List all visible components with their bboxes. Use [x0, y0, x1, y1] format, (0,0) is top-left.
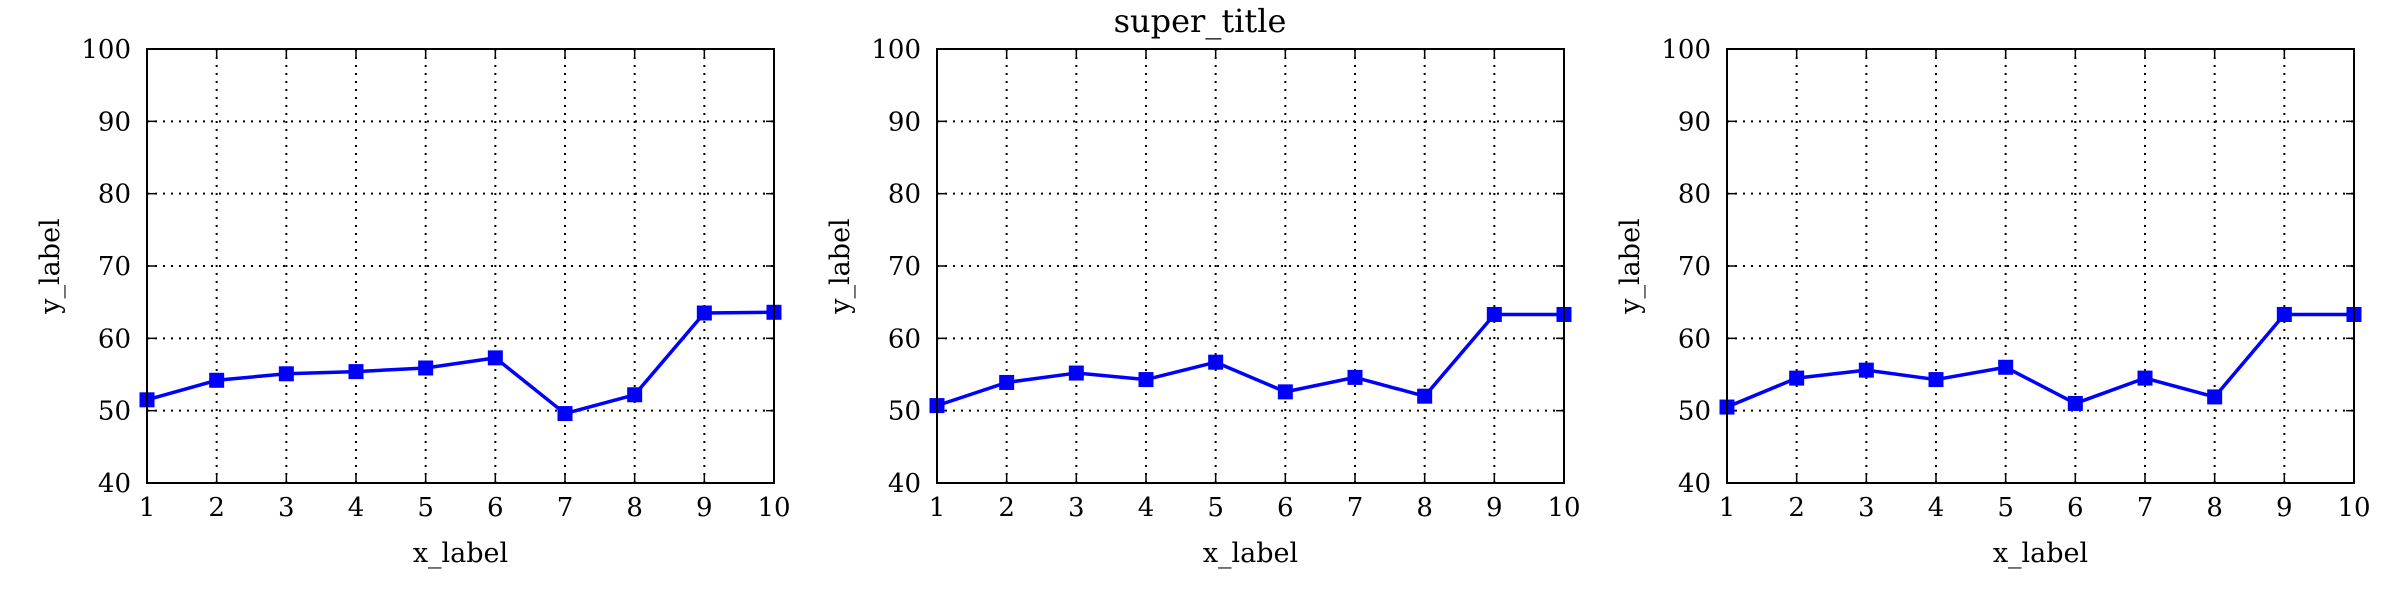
y-tick-label: 100 — [1661, 35, 1711, 65]
x-tick-label: 10 — [757, 493, 790, 523]
plot-frame — [936, 48, 1565, 484]
y-tick-label: 80 — [98, 180, 131, 210]
y-tick-label: 50 — [1678, 397, 1711, 427]
data-point-marker — [557, 406, 573, 422]
y-tick-label: 100 — [81, 35, 131, 65]
x-tick-label: 7 — [1347, 493, 1364, 523]
x-tick-label: 2 — [208, 493, 225, 523]
data-point-marker — [487, 350, 503, 366]
data-point-marker — [2276, 306, 2292, 322]
data-point-marker — [418, 360, 434, 376]
data-point-marker — [2067, 395, 2083, 411]
data-point-marker — [1789, 370, 1805, 386]
y-tick-label: 80 — [1678, 180, 1711, 210]
data-point-marker — [1068, 365, 1084, 381]
x-axis-label: x_label — [1203, 538, 1298, 569]
y-tick-label: 70 — [98, 252, 131, 282]
plot-frame — [1726, 48, 2355, 484]
data-point-marker — [1417, 388, 1433, 404]
y-tick-label: 70 — [888, 252, 921, 282]
data-point-marker — [1928, 372, 1944, 388]
data-point-marker — [1208, 354, 1224, 370]
x-axis-label: x_label — [413, 538, 508, 569]
x-tick-label: 10 — [1547, 493, 1580, 523]
data-point-marker — [348, 364, 364, 380]
series-line — [146, 310, 775, 416]
y-tick-label: 90 — [888, 107, 921, 137]
data-point-marker — [1858, 362, 1874, 378]
x-tick-label: 7 — [557, 493, 574, 523]
x-tick-label: 5 — [1207, 493, 1224, 523]
x-axis-label: x_label — [1993, 538, 2088, 569]
x-tick-label: 9 — [696, 493, 713, 523]
data-point-marker — [696, 305, 712, 321]
x-tick-label: 9 — [1486, 493, 1503, 523]
data-point-marker — [209, 372, 225, 388]
data-point-marker — [1347, 369, 1363, 385]
subplot-3: 1 2 3 4 5 6 7 8 9 10 40 50 60 70 80 90 100 x_label y_label — [1615, 35, 2371, 569]
x-tick-label: 1 — [1719, 493, 1736, 523]
y-tick-label: 40 — [888, 469, 921, 499]
y-tick-label: 90 — [1678, 107, 1711, 137]
subplot-2: 1 2 3 4 5 6 7 8 9 10 40 50 60 70 80 90 100 x_label y_label — [825, 35, 1581, 569]
y-tick-label: 40 — [1678, 469, 1711, 499]
x-tick-label: 3 — [1068, 493, 1085, 523]
y-axis-label: y_label — [825, 218, 856, 314]
data-point-marker — [627, 387, 643, 403]
y-tick-label: 50 — [888, 397, 921, 427]
x-tick-label: 7 — [2137, 493, 2154, 523]
x-tick-label: 8 — [2206, 493, 2223, 523]
y-tick-label: 100 — [871, 35, 921, 65]
y-axis-label: y_label — [1615, 218, 1646, 314]
series-line — [1726, 312, 2354, 409]
x-tick-label: 5 — [417, 493, 434, 523]
y-tick-label: 90 — [98, 107, 131, 137]
x-tick-label: 2 — [998, 493, 1015, 523]
x-tick-label: 1 — [929, 493, 946, 523]
data-point-marker — [2207, 389, 2223, 405]
y-tick-label: 70 — [1678, 252, 1711, 282]
y-axis-label: y_label — [35, 218, 66, 314]
data-point-marker — [1138, 372, 1154, 388]
x-tick-label: 8 — [1416, 493, 1433, 523]
x-tick-label: 6 — [2067, 493, 2084, 523]
x-tick-label: 10 — [2337, 493, 2370, 523]
x-tick-label: 4 — [1138, 493, 1155, 523]
y-tick-label: 60 — [888, 324, 921, 354]
y-tick-label: 50 — [98, 397, 131, 427]
x-tick-label: 4 — [1928, 493, 1945, 523]
data-point-marker — [1998, 359, 2014, 375]
y-tick-label: 60 — [98, 324, 131, 354]
subplot-1: 1 2 3 4 5 6 7 8 9 10 40 50 60 70 80 90 100 x_label y_label — [35, 35, 791, 569]
x-tick-label: 8 — [626, 493, 643, 523]
x-tick-label: 2 — [1788, 493, 1805, 523]
x-tick-label: 1 — [139, 493, 156, 523]
super-title: super_title — [1113, 2, 1287, 40]
data-point-marker — [1277, 384, 1293, 400]
x-tick-label: 3 — [1858, 493, 1875, 523]
x-tick-label: 6 — [1277, 493, 1294, 523]
x-tick-label: 3 — [278, 493, 295, 523]
series-line — [936, 312, 1564, 408]
data-point-marker — [999, 374, 1015, 390]
x-tick-label: 4 — [348, 493, 365, 523]
y-tick-label: 40 — [98, 469, 131, 499]
data-point-marker — [1486, 306, 1502, 322]
x-tick-label: 5 — [1997, 493, 2014, 523]
y-tick-label: 60 — [1678, 324, 1711, 354]
data-point-marker — [278, 366, 294, 382]
data-point-marker — [2137, 370, 2153, 386]
plot-frame — [146, 48, 775, 484]
x-tick-label: 6 — [487, 493, 504, 523]
y-tick-label: 80 — [888, 180, 921, 210]
x-tick-label: 9 — [2276, 493, 2293, 523]
